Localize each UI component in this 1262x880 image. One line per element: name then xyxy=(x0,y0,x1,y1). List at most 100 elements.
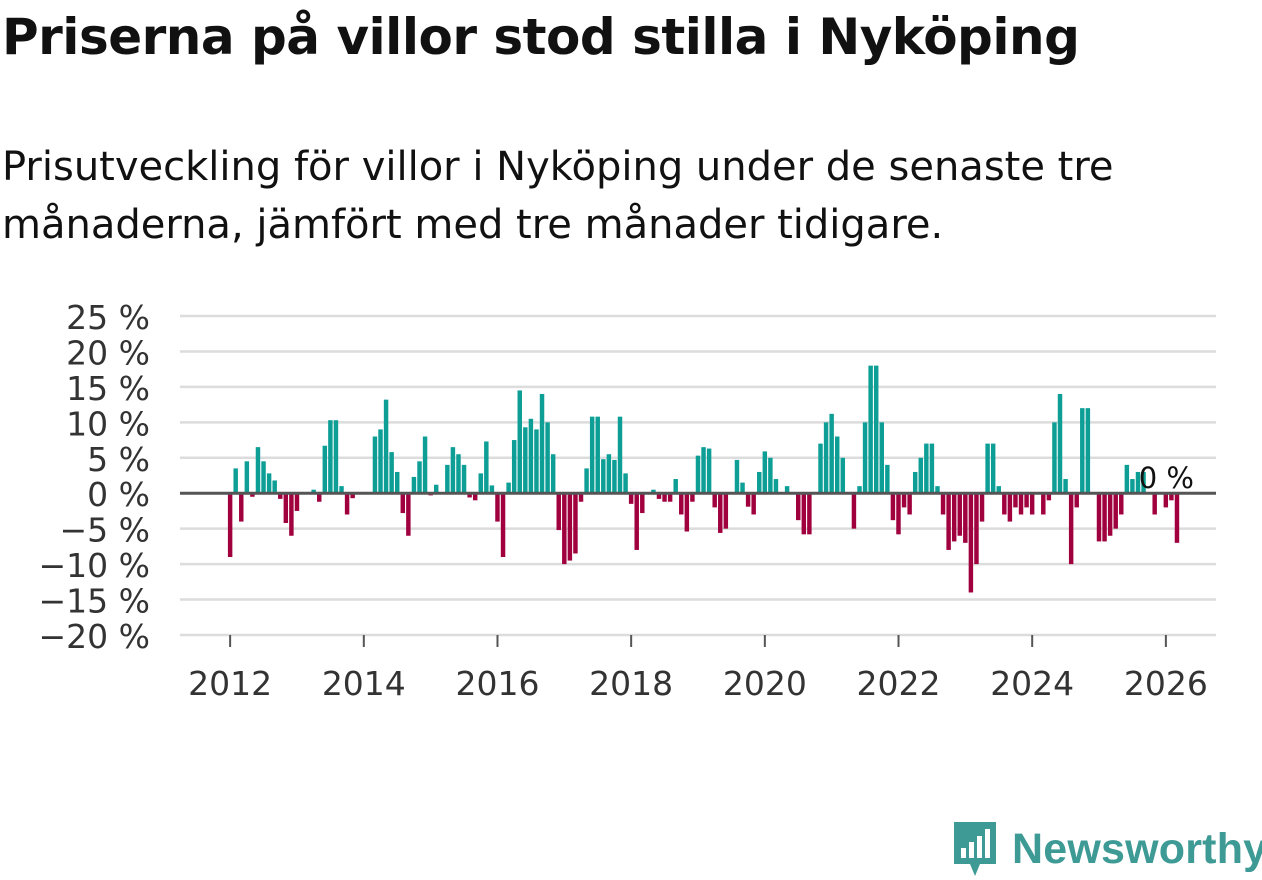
bar xyxy=(684,493,690,532)
chart-title: Priserna på villor stod stilla i Nyköpin… xyxy=(2,8,1080,66)
bar xyxy=(478,473,483,494)
bar xyxy=(912,471,918,494)
bar xyxy=(868,365,873,494)
bar xyxy=(968,493,974,593)
bar xyxy=(484,441,489,494)
bar xyxy=(589,416,595,494)
bar xyxy=(595,416,600,494)
x-tick-label: 2022 xyxy=(857,664,941,703)
bar xyxy=(394,471,400,494)
bar xyxy=(1119,493,1124,515)
bar xyxy=(406,493,411,536)
y-tick-label: 10 % xyxy=(66,404,150,443)
bar xyxy=(294,493,300,511)
bar xyxy=(1141,471,1146,494)
bar xyxy=(539,393,545,494)
bar xyxy=(1041,493,1046,515)
bar xyxy=(255,447,261,494)
bar xyxy=(1163,493,1169,508)
bar xyxy=(628,493,634,504)
bar xyxy=(857,486,862,494)
bars xyxy=(227,365,1180,593)
bar xyxy=(734,459,740,494)
bar xyxy=(489,485,495,494)
x-tick-label: 2018 xyxy=(589,664,673,703)
bar xyxy=(935,486,940,494)
bar xyxy=(623,473,628,494)
bar xyxy=(506,482,511,494)
bar xyxy=(640,493,645,514)
bar xyxy=(784,486,790,494)
bar xyxy=(1174,493,1180,543)
bar xyxy=(701,447,706,494)
bar xyxy=(957,493,962,536)
bar xyxy=(227,493,233,558)
bar xyxy=(679,493,684,515)
newsworthy-logo-text: Newsworthy xyxy=(1012,824,1262,873)
bar xyxy=(773,479,779,494)
bar xyxy=(673,479,678,494)
bar xyxy=(311,489,316,494)
bar xyxy=(389,452,394,494)
y-tick-label: −5 % xyxy=(60,511,151,550)
bar xyxy=(924,443,929,494)
bar xyxy=(1085,408,1091,494)
bar xyxy=(718,493,723,533)
y-tick-label: 5 % xyxy=(87,440,150,479)
bar xyxy=(951,493,957,542)
bar xyxy=(1057,393,1063,494)
bar xyxy=(1169,493,1174,501)
bar xyxy=(456,454,461,494)
y-tick-label: 0 % xyxy=(87,475,150,514)
bar xyxy=(545,422,550,494)
bar xyxy=(528,418,534,494)
bar xyxy=(411,476,417,494)
bar xyxy=(1102,493,1107,542)
bar xyxy=(985,443,990,494)
bar xyxy=(634,493,639,550)
bar xyxy=(974,493,979,565)
bar xyxy=(829,413,834,494)
bar xyxy=(378,429,383,494)
bar xyxy=(472,493,478,501)
bar xyxy=(929,443,935,494)
bar xyxy=(807,493,812,535)
bar xyxy=(578,493,584,502)
bar xyxy=(918,457,923,494)
bar xyxy=(556,493,561,531)
bar xyxy=(885,464,890,494)
bar xyxy=(350,493,355,499)
x-tick-label: 2026 xyxy=(1124,664,1208,703)
y-tick-label: −20 % xyxy=(39,617,151,656)
x-tick-label: 2020 xyxy=(723,664,807,703)
bar xyxy=(1052,422,1057,494)
bar xyxy=(433,484,439,494)
bar xyxy=(996,486,1001,494)
bar xyxy=(239,493,244,522)
bar xyxy=(344,493,350,515)
bar xyxy=(244,461,250,494)
bar xyxy=(862,422,868,494)
bar xyxy=(823,422,829,494)
bar xyxy=(1018,493,1024,515)
x-tick-label: 2012 xyxy=(188,664,272,703)
bar xyxy=(740,482,745,494)
bar xyxy=(1007,493,1013,522)
bar xyxy=(1130,479,1135,494)
x-tick-label: 2014 xyxy=(322,664,406,703)
x-tick-label: 2016 xyxy=(455,664,539,703)
bar xyxy=(690,493,695,502)
bar xyxy=(1080,408,1085,494)
bar xyxy=(550,454,556,494)
bar xyxy=(656,493,662,499)
bar xyxy=(250,493,255,497)
bar xyxy=(1096,493,1102,542)
bar xyxy=(1024,493,1029,508)
bar xyxy=(1068,493,1074,565)
bar xyxy=(1029,493,1035,515)
bar xyxy=(601,459,606,494)
bar xyxy=(907,493,912,515)
bar xyxy=(890,493,896,521)
bar xyxy=(523,427,528,494)
bar xyxy=(1124,464,1130,494)
